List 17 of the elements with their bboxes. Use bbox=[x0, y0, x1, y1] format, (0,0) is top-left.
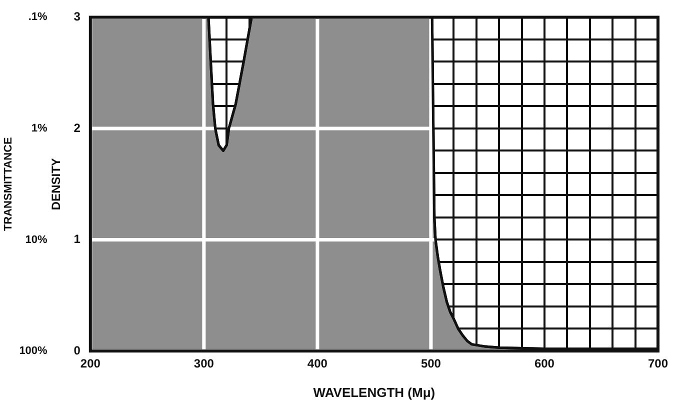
y-tick-label: 0 bbox=[74, 343, 81, 358]
y-axis-title: DENSITY bbox=[48, 158, 63, 210]
y2-axis-title: TRANSMITTANCE bbox=[2, 137, 15, 232]
y2-tick-label: 100% bbox=[19, 345, 48, 358]
y-tick-label: 2 bbox=[74, 120, 81, 135]
y2-tick-label: 10% bbox=[25, 234, 48, 246]
x-tick-label: 400 bbox=[307, 356, 328, 371]
y2-tick-label: 1% bbox=[31, 122, 48, 134]
y-tick-label: 1 bbox=[74, 232, 81, 246]
x-tick-label: 700 bbox=[648, 356, 668, 371]
x-tick-label: 500 bbox=[420, 356, 442, 371]
y2-tick-label: .1% bbox=[28, 11, 48, 24]
y-tick-label: 3 bbox=[74, 10, 81, 24]
x-tick-label: 600 bbox=[534, 356, 555, 371]
x-tick-label: 300 bbox=[194, 356, 214, 371]
x-tick-label: 200 bbox=[80, 356, 101, 371]
x-axis-title: WAVELENGTH (Mμ) bbox=[313, 384, 436, 400]
